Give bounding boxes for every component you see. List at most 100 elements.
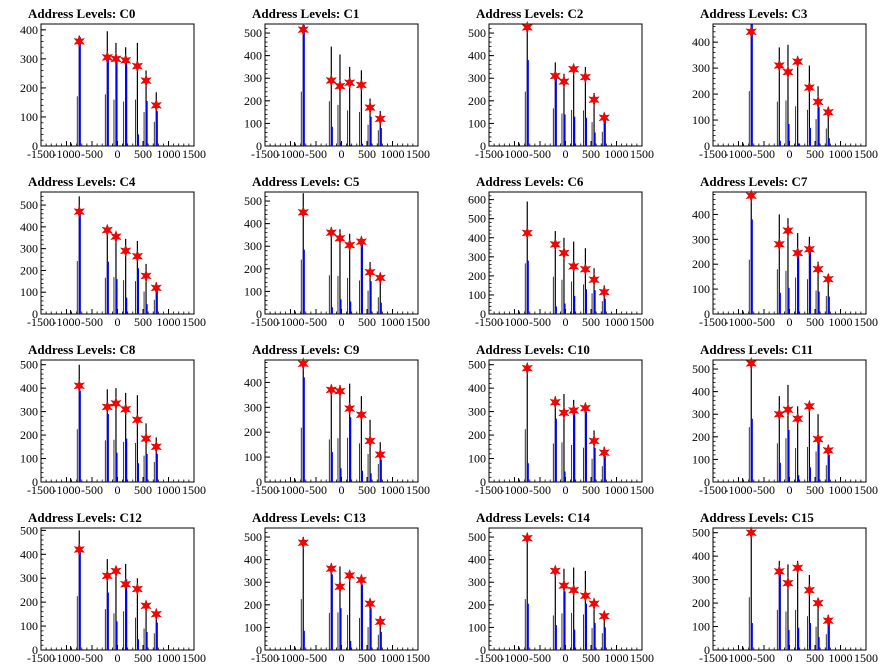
level-marker xyxy=(374,447,386,462)
y-tick-label: 400 xyxy=(692,385,710,399)
level-marker xyxy=(73,34,85,49)
chart-svg: 0 100 200 300 400 500 -1500-1000 -500 0 500 1000 15… xyxy=(244,191,430,329)
level-marker xyxy=(549,564,562,578)
y-tick-label: 200 xyxy=(244,94,262,108)
x-tick-label: -500 xyxy=(81,147,103,161)
level-marker xyxy=(119,244,132,258)
x-tick-label: 500 xyxy=(358,147,376,161)
y-tick-label: 400 xyxy=(20,381,38,395)
y-tick-label: 400 xyxy=(20,220,38,234)
y-tick-label: 100 xyxy=(20,110,38,124)
x-tick-label: -1000 xyxy=(277,651,305,665)
y-tick-label: 200 xyxy=(692,87,710,101)
chart-panel-7: Address Levels: C7 0 100 200 300 400 -1500 -100… xyxy=(672,168,896,336)
y-tick-label: 400 xyxy=(20,547,38,561)
level-marker xyxy=(803,242,816,256)
x-tick-label: 1000 xyxy=(157,483,181,497)
y-tick-label: 500 xyxy=(468,212,486,226)
y-tick-label: 0 xyxy=(32,643,38,657)
level-marker xyxy=(598,446,610,460)
y-tick-label: 400 xyxy=(468,49,486,63)
x-tick-label: 1000 xyxy=(381,315,405,329)
y-tick-label: 400 xyxy=(468,553,486,567)
x-tick-label: -1500 xyxy=(475,651,503,665)
x-tick-label: 1500 xyxy=(630,651,654,665)
level-marker xyxy=(558,246,570,260)
chart-panel-14: Address Levels: C14 0 100 200 300 400 500 -1500… xyxy=(448,504,672,672)
y-tick-label: 300 xyxy=(244,400,262,414)
level-marker xyxy=(325,226,338,240)
y-tick-label: 100 xyxy=(468,288,486,302)
chart-panel-15: Address Levels: C15 0 100 200 300 400 500 -1500… xyxy=(672,504,896,672)
x-tick-label: -1000 xyxy=(277,147,305,161)
level-marker xyxy=(822,272,834,286)
level-marker xyxy=(140,599,152,613)
level-marker xyxy=(558,74,570,89)
y-tick-label: 500 xyxy=(20,358,38,372)
x-tick-label: 500 xyxy=(806,147,824,161)
x-tick-label: -1000 xyxy=(501,315,529,329)
y-tick-label: 300 xyxy=(20,52,38,66)
y-tick-label: 300 xyxy=(692,61,710,75)
x-tick-label: 500 xyxy=(134,315,152,329)
level-marker xyxy=(374,615,386,629)
x-tick-label: 1000 xyxy=(829,147,853,161)
plot-frame xyxy=(488,359,643,483)
x-tick-label: 1500 xyxy=(854,147,878,161)
level-marker xyxy=(549,69,562,83)
y-tick-label: 300 xyxy=(20,571,38,585)
x-tick-label: 0 xyxy=(339,315,345,329)
y-tick-label: 100 xyxy=(692,620,710,634)
x-tick-label: 1500 xyxy=(630,147,654,161)
y-tick-label: 300 xyxy=(468,71,486,85)
x-tick-label: -1500 xyxy=(251,147,279,161)
level-marker xyxy=(150,440,162,454)
level-marker xyxy=(822,614,834,628)
y-tick-label: 0 xyxy=(256,139,262,153)
chart-svg: 0 100 200 300 400 -1500-1000 -500 0 500 1000 1500 xyxy=(692,23,878,161)
chart-panel-6: Address Levels: C6 0 100 200 300 400 500 600 -15… xyxy=(448,168,672,336)
level-marker xyxy=(588,93,600,107)
y-tick-label: 200 xyxy=(20,428,38,442)
x-tick-label: -1000 xyxy=(725,651,753,665)
level-marker xyxy=(567,259,580,273)
x-tick-label: 500 xyxy=(358,651,376,665)
y-tick-label: 500 xyxy=(692,526,710,540)
y-tick-label: 400 xyxy=(468,381,486,395)
x-tick-label: 1500 xyxy=(630,315,654,329)
x-tick-label: -500 xyxy=(81,483,103,497)
y-tick-label: 400 xyxy=(20,23,38,37)
y-tick-label: 300 xyxy=(20,405,38,419)
y-tick-label: 0 xyxy=(256,307,262,321)
level-marker xyxy=(334,231,346,245)
level-marker xyxy=(773,407,786,421)
chart-title: Address Levels: C13 xyxy=(252,510,366,525)
level-marker xyxy=(150,98,162,112)
x-tick-label: -500 xyxy=(305,315,327,329)
y-tick-label: 0 xyxy=(32,139,38,153)
y-tick-label: 300 xyxy=(468,250,486,264)
y-tick-label: 400 xyxy=(244,375,262,389)
x-tick-label: -1500 xyxy=(27,651,55,665)
y-tick-label: 100 xyxy=(244,450,262,464)
x-tick-label: 1000 xyxy=(605,147,629,161)
x-tick-label: 0 xyxy=(787,315,793,329)
x-tick-label: 0 xyxy=(339,651,345,665)
y-tick-label: 0 xyxy=(480,475,486,489)
chart-title: Address Levels: C0 xyxy=(28,6,136,21)
y-tick-label: 0 xyxy=(704,139,710,153)
chart-svg: 0 100 200 300 400 500 -1500-1000 -500 0 500 1000 15… xyxy=(692,526,878,665)
level-marker xyxy=(521,20,533,35)
x-tick-label: -1000 xyxy=(53,315,81,329)
level-marker xyxy=(343,568,356,583)
level-marker xyxy=(101,569,114,583)
y-tick-label: 0 xyxy=(480,307,486,321)
y-tick-label: 300 xyxy=(692,232,710,246)
x-tick-label: -500 xyxy=(305,483,327,497)
level-marker xyxy=(131,59,144,73)
x-tick-label: 1500 xyxy=(182,483,206,497)
x-tick-label: 1000 xyxy=(157,147,181,161)
chart-svg: 0 100 200 300 400 500 -1500-1000 -500 0 500 1000 15… xyxy=(468,527,654,665)
y-tick-label: 500 xyxy=(468,26,486,40)
y-tick-label: 200 xyxy=(20,81,38,95)
